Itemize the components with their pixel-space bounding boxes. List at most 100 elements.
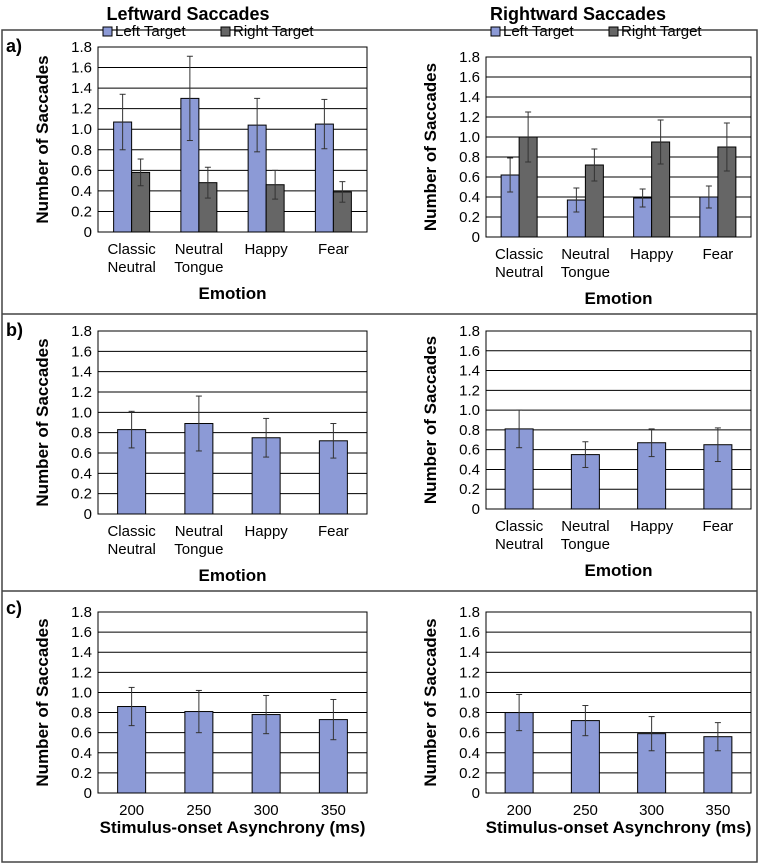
y-tick-label: 0.6 xyxy=(459,169,480,186)
x-tick-line: 250 xyxy=(186,802,211,819)
y-tick-label: 0.6 xyxy=(71,445,92,462)
panel-label-a: a) xyxy=(6,36,22,56)
x-tick-label: Neutral Tongue xyxy=(561,518,610,553)
y-tick-label: 1.4 xyxy=(71,364,92,381)
y-tick-label: 0.8 xyxy=(459,149,480,166)
x-tick-line: Classic xyxy=(107,241,156,258)
x-tick-line: Fear xyxy=(702,518,733,535)
x-tick-label: Neutral Tongue xyxy=(174,523,223,558)
x-axis-label: Emotion xyxy=(199,566,267,585)
y-tick-label: 0.6 xyxy=(459,442,480,459)
column-title-left: Leftward Saccades xyxy=(106,4,269,24)
x-tick-line: Happy xyxy=(244,523,288,540)
x-tick-line: Neutral xyxy=(495,536,543,553)
y-axis-label: Number of Saccades xyxy=(421,336,440,504)
x-axis-label: Emotion xyxy=(199,284,267,303)
y-tick-label: 0.8 xyxy=(459,705,480,722)
y-tick-label: 0 xyxy=(84,506,92,523)
x-axis-label: Emotion xyxy=(585,289,653,308)
x-tick-line: Tongue xyxy=(561,536,610,553)
y-tick-label: 1.2 xyxy=(459,382,480,399)
y-tick-label: 1.0 xyxy=(459,402,480,419)
x-tick-line: 200 xyxy=(507,802,532,819)
y-tick-label: 0 xyxy=(84,785,92,802)
y-tick-label: 0.2 xyxy=(459,481,480,498)
y-tick-label: 0.8 xyxy=(459,422,480,439)
y-tick-label: 1.6 xyxy=(459,624,480,641)
legend-swatch xyxy=(102,26,113,37)
y-tick-label: 1.4 xyxy=(459,644,480,661)
y-axis-label: Number of Saccades xyxy=(33,618,52,786)
y-tick-label: 0.2 xyxy=(459,765,480,782)
x-tick-label: Happy xyxy=(244,241,288,258)
x-tick-label: 300 xyxy=(639,802,664,819)
y-tick-label: 1.2 xyxy=(459,109,480,126)
y-axis-label: Number of Saccades xyxy=(421,63,440,231)
y-axis-label: Number of Saccades xyxy=(33,55,52,223)
y-tick-label: 1.0 xyxy=(459,684,480,701)
chart-panel-c-left: 0 0.2 0.4 0.6 0.8 1.0 1.2 1.4 1.6 1.8 Number of Sa… xyxy=(33,604,368,837)
x-tick-line: Neutral xyxy=(561,518,609,535)
y-tick-label: 1.6 xyxy=(459,69,480,86)
y-axis-label: Number of Saccades xyxy=(33,338,52,506)
chart-panel-a-right: 0 0.2 0.4 0.6 0.8 1.0 1.2 1.4 1.6 1.8 Number of Sa… xyxy=(421,23,752,308)
y-tick-label: 0.4 xyxy=(71,465,92,482)
y-tick-label: 0.2 xyxy=(459,209,480,226)
x-tick-line: Classic xyxy=(495,518,544,535)
x-tick-line: Tongue xyxy=(174,259,223,276)
x-tick-line: Tongue xyxy=(174,541,223,558)
y-tick-label: 1.4 xyxy=(459,89,480,106)
y-tick-label: 0 xyxy=(472,229,480,246)
y-tick-label: 1.8 xyxy=(71,604,92,621)
y-tick-label: 1.8 xyxy=(459,604,480,621)
y-tick-label: 0 xyxy=(472,785,480,802)
x-tick-label: 200 xyxy=(119,802,144,819)
chart-panel-b-right: 0 0.2 0.4 0.6 0.8 1.0 1.2 1.4 1.6 1.8 Number of Sa… xyxy=(421,323,752,580)
legend-swatch xyxy=(490,26,501,37)
y-tick-label: 0.4 xyxy=(459,461,480,478)
x-tick-line: Tongue xyxy=(561,264,610,281)
y-tick-label: 1.8 xyxy=(459,323,480,340)
x-tick-label: Neutral Tongue xyxy=(174,241,223,276)
y-tick-label: 0.8 xyxy=(71,705,92,722)
y-tick-label: 1.8 xyxy=(71,39,92,56)
y-tick-label: 1.6 xyxy=(459,343,480,360)
x-tick-label: Neutral Tongue xyxy=(561,246,610,281)
x-tick-line: Fear xyxy=(318,241,349,258)
y-tick-label: 1.4 xyxy=(459,363,480,380)
x-tick-label: 250 xyxy=(573,802,598,819)
x-tick-label: Happy xyxy=(630,246,674,263)
x-tick-label: Classic Neutral xyxy=(107,241,156,276)
y-tick-label: 1.8 xyxy=(459,49,480,66)
y-axis-label: Number of Saccades xyxy=(421,618,440,786)
y-tick-label: 1.2 xyxy=(459,664,480,681)
x-tick-label: 350 xyxy=(321,802,346,819)
x-tick-line: Neutral xyxy=(495,264,543,281)
x-tick-line: Neutral xyxy=(175,241,223,258)
x-tick-label: Classic Neutral xyxy=(495,518,544,553)
x-tick-line: 350 xyxy=(321,802,346,819)
y-tick-label: 0.4 xyxy=(71,183,92,200)
x-tick-label: 200 xyxy=(507,802,532,819)
legend-label: Right Target xyxy=(233,23,314,40)
panel-label-b: b) xyxy=(6,320,23,340)
y-tick-label: 0.8 xyxy=(71,425,92,442)
y-tick-label: 1.0 xyxy=(71,404,92,421)
y-tick-label: 0.6 xyxy=(459,725,480,742)
x-tick-label: Fear xyxy=(702,518,733,535)
y-tick-label: 0.2 xyxy=(71,203,92,220)
y-tick-label: 1.2 xyxy=(71,384,92,401)
y-tick-label: 1.6 xyxy=(71,624,92,641)
x-tick-line: Classic xyxy=(495,246,544,263)
legend-label: Left Target xyxy=(503,23,574,40)
y-tick-label: 1.0 xyxy=(71,121,92,138)
y-tick-label: 1.8 xyxy=(71,323,92,340)
y-tick-label: 1.4 xyxy=(71,80,92,97)
y-tick-label: 1.0 xyxy=(71,684,92,701)
x-tick-label: Fear xyxy=(318,241,349,258)
y-tick-label: 0.8 xyxy=(71,142,92,159)
x-tick-line: Happy xyxy=(244,241,288,258)
x-tick-line: 350 xyxy=(705,802,730,819)
y-tick-label: 1.2 xyxy=(71,101,92,118)
